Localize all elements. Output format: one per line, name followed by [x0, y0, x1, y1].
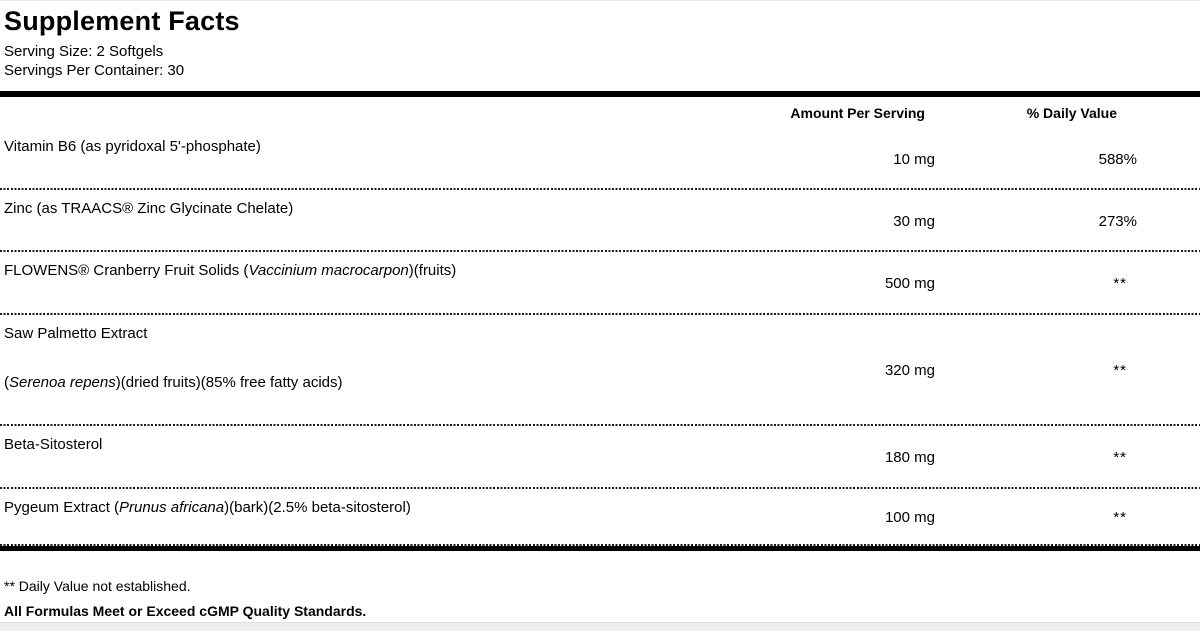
ingredient-name-text: Saw Palmetto Extract: [4, 325, 148, 342]
ingredient-row: FLOWENS® Cranberry Fruit Solids (Vaccini…: [0, 252, 1200, 315]
ingredient-name: Zinc (as TRAACS® Zinc Glycinate Chelate): [4, 190, 735, 252]
quality-footnote: All Formulas Meet or Exceed cGMP Quality…: [4, 603, 367, 619]
daily-value-cell: **: [1113, 275, 1127, 292]
ingredient-rows: Vitamin B6 (as pyridoxal 5'-phosphate) 10…: [0, 128, 1200, 546]
serving-size: Serving Size: 2 Softgels: [4, 43, 164, 60]
ingredient-name-line: Zinc (as TRAACS® Zinc Glycinate Chelate): [4, 201, 735, 217]
ingredient-name-text: )(fruits): [408, 262, 457, 279]
daily-value-footnote: ** Daily Value not established.: [4, 578, 191, 594]
daily-value-cell: **: [1113, 509, 1127, 526]
amount-per-serving-value: 180 mg: [884, 449, 935, 466]
ingredient-name-text: )(bark)(2.5% beta-sitosterol): [224, 499, 411, 516]
daily-value-cell: **: [1113, 449, 1127, 466]
amount-per-serving-value: 100 mg: [884, 509, 935, 526]
ingredient-name-line: Pygeum Extract (Prunus africana)(bark)(2…: [4, 500, 735, 516]
ingredient-name: Vitamin B6 (as pyridoxal 5'-phosphate): [4, 128, 735, 190]
ingredient-row: Beta-Sitosterol 180 mg **: [0, 426, 1200, 489]
column-header-daily-value: % Daily Value: [1026, 104, 1117, 121]
panel-title: Supplement Facts: [4, 6, 240, 36]
amount-per-serving-value: 500 mg: [884, 275, 935, 292]
ingredient-name: FLOWENS® Cranberry Fruit Solids (Vaccini…: [4, 252, 735, 315]
amount-per-serving-value: 320 mg: [884, 362, 935, 379]
daily-value-cell: 273%: [1098, 212, 1137, 230]
panel-footer: ** Daily Value not established. All Form…: [0, 551, 1200, 620]
ingredient-name-text: (: [4, 374, 9, 391]
ingredient-name-line: Vitamin B6 (as pyridoxal 5'-phosphate): [4, 139, 735, 155]
amount-per-serving-value: 10 mg: [893, 150, 935, 168]
column-header-spacer: [4, 107, 735, 118]
ingredient-name-text: Zinc (as TRAACS® Zinc Glycinate Chelate): [4, 200, 294, 217]
ingredient-name-text: Pygeum Extract (: [4, 499, 120, 516]
ingredient-name: Beta-Sitosterol: [4, 426, 735, 489]
column-header-row: Amount Per Serving % Daily Value: [0, 97, 1200, 128]
ingredient-name: Pygeum Extract (Prunus africana)(bark)(2…: [4, 489, 735, 546]
ingredient-latin-name: Vaccinium macrocarpon: [248, 262, 409, 279]
ingredient-name-line: Saw Palmetto Extract: [4, 326, 735, 342]
ingredient-name-text: )(dried fruits)(85% free fatty acids): [115, 374, 343, 391]
ingredient-name-line: (Serenoa repens)(dried fruits)(85% free …: [4, 375, 735, 391]
ingredient-row: Pygeum Extract (Prunus africana)(bark)(2…: [0, 489, 1200, 546]
amount-per-serving-value: 30 mg: [893, 212, 935, 230]
column-header-amount: Amount Per Serving: [790, 104, 925, 121]
bottom-divider-bar: [0, 546, 1200, 551]
ingredient-row: Saw Palmetto Extract (Serenoa repens)(dri…: [0, 315, 1200, 426]
ingredient-name-text: Beta-Sitosterol: [4, 436, 103, 453]
ingredient-latin-name: Serenoa repens: [9, 374, 116, 391]
ingredient-name-line: FLOWENS® Cranberry Fruit Solids (Vaccini…: [4, 263, 735, 279]
panel-header: Supplement Facts Serving Size: 2 Softgel…: [0, 1, 1200, 80]
ingredient-name-text: Vitamin B6 (as pyridoxal 5'-phosphate): [4, 138, 261, 155]
daily-value-cell: **: [1113, 362, 1127, 379]
ingredient-name: Saw Palmetto Extract (Serenoa repens)(dri…: [4, 315, 735, 426]
ingredient-row: Zinc (as TRAACS® Zinc Glycinate Chelate)…: [0, 190, 1200, 252]
ingredient-row: Vitamin B6 (as pyridoxal 5'-phosphate) 10…: [0, 128, 1200, 190]
ingredient-name-text: FLOWENS® Cranberry Fruit Solids (: [4, 262, 249, 279]
top-divider-bar: [0, 91, 1200, 97]
servings-per-container: Servings Per Container: 30: [4, 62, 185, 79]
daily-value-cell: 588%: [1098, 150, 1137, 168]
ingredient-latin-name: Prunus africana: [119, 499, 225, 516]
ingredient-name-line: Beta-Sitosterol: [4, 437, 735, 453]
bottom-edge-strip: [0, 622, 1200, 631]
